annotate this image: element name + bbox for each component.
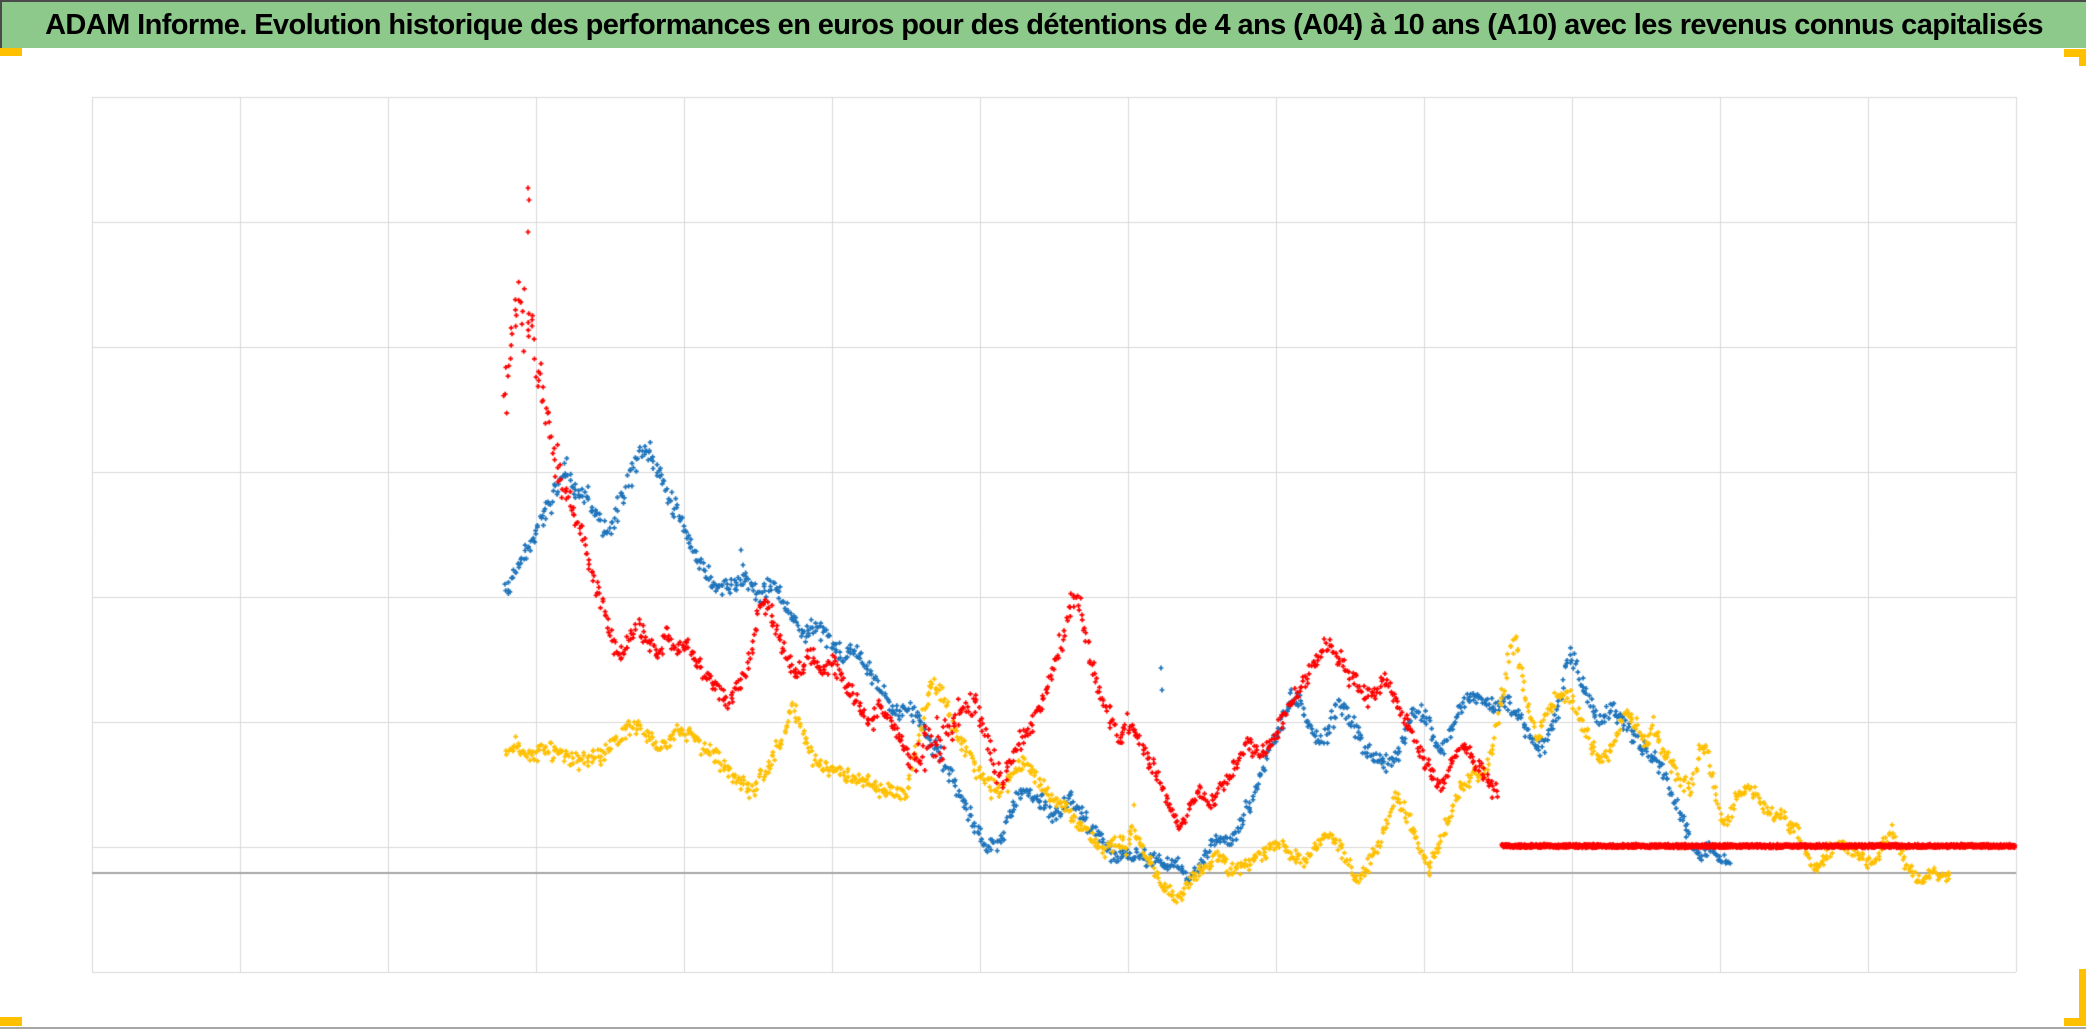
corner-accent-top-right-vertical	[2079, 49, 2086, 66]
page-title: ADAM Informe. Evolution historique des p…	[45, 8, 2043, 41]
title-bar: ADAM Informe. Evolution historique des p…	[0, 0, 2086, 48]
corner-accent-top-right-horizontal	[2064, 49, 2086, 57]
corner-accent-bottom-right-horizontal	[2064, 1018, 2086, 1026]
corner-accent-bottom-left	[0, 1017, 22, 1026]
corner-accent-bottom-right-vertical	[2079, 969, 2086, 1026]
bottom-separator-line	[0, 1027, 2086, 1029]
corner-accent-top-left	[0, 48, 22, 56]
